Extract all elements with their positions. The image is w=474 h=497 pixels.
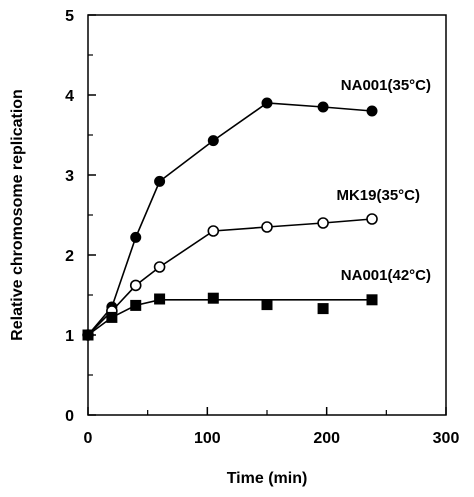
- series-1: MK19(35°C): [82, 187, 420, 341]
- series-label: MK19(35°C): [336, 187, 420, 204]
- series-line: [87, 218, 373, 336]
- series-label: NA001(42°C): [341, 267, 431, 284]
- data-point: [261, 299, 273, 311]
- series-2: NA001(42°C): [82, 267, 431, 341]
- data-point: [154, 175, 166, 187]
- data-point: [366, 213, 378, 225]
- data-point: [317, 217, 329, 229]
- y-axis-title: Relative chromosome replication: [9, 89, 26, 341]
- series-line: [87, 102, 373, 336]
- data-point: [207, 292, 219, 304]
- plot-frame: [87, 14, 447, 416]
- series-layer: NA001(35°C) MK19(35°C) NA001(42°C): [82, 77, 431, 341]
- data-point: [261, 221, 273, 233]
- series-label: NA001(35°C): [341, 77, 431, 94]
- data-point: [261, 97, 273, 109]
- data-point: [366, 105, 378, 117]
- y-tick-label: 1: [65, 328, 74, 345]
- data-point: [130, 299, 142, 311]
- data-point: [82, 329, 94, 341]
- data-point: [317, 101, 329, 113]
- x-tick-label: 0: [84, 430, 93, 447]
- data-point: [207, 135, 219, 147]
- y-tick-label: 5: [65, 8, 74, 25]
- axes: 0 1 2 3 4 5 0 100 200 300: [65, 8, 459, 447]
- data-point: [129, 279, 142, 292]
- data-point: [106, 311, 118, 323]
- x-tick-label: 200: [313, 430, 340, 447]
- data-point: [154, 293, 166, 305]
- x-tick-label: 100: [194, 430, 221, 447]
- x-axis-title: Time (min): [227, 470, 308, 487]
- y-tick-label: 3: [65, 168, 74, 185]
- data-point: [317, 303, 329, 315]
- data-point: [366, 294, 378, 306]
- y-tick-label: 4: [65, 88, 74, 105]
- y-tick-label: 2: [65, 248, 74, 265]
- data-point: [207, 225, 220, 237]
- data-point: [130, 231, 142, 243]
- y-tick-label: 0: [65, 408, 74, 425]
- x-tick-label: 300: [433, 430, 460, 447]
- data-point: [153, 261, 166, 273]
